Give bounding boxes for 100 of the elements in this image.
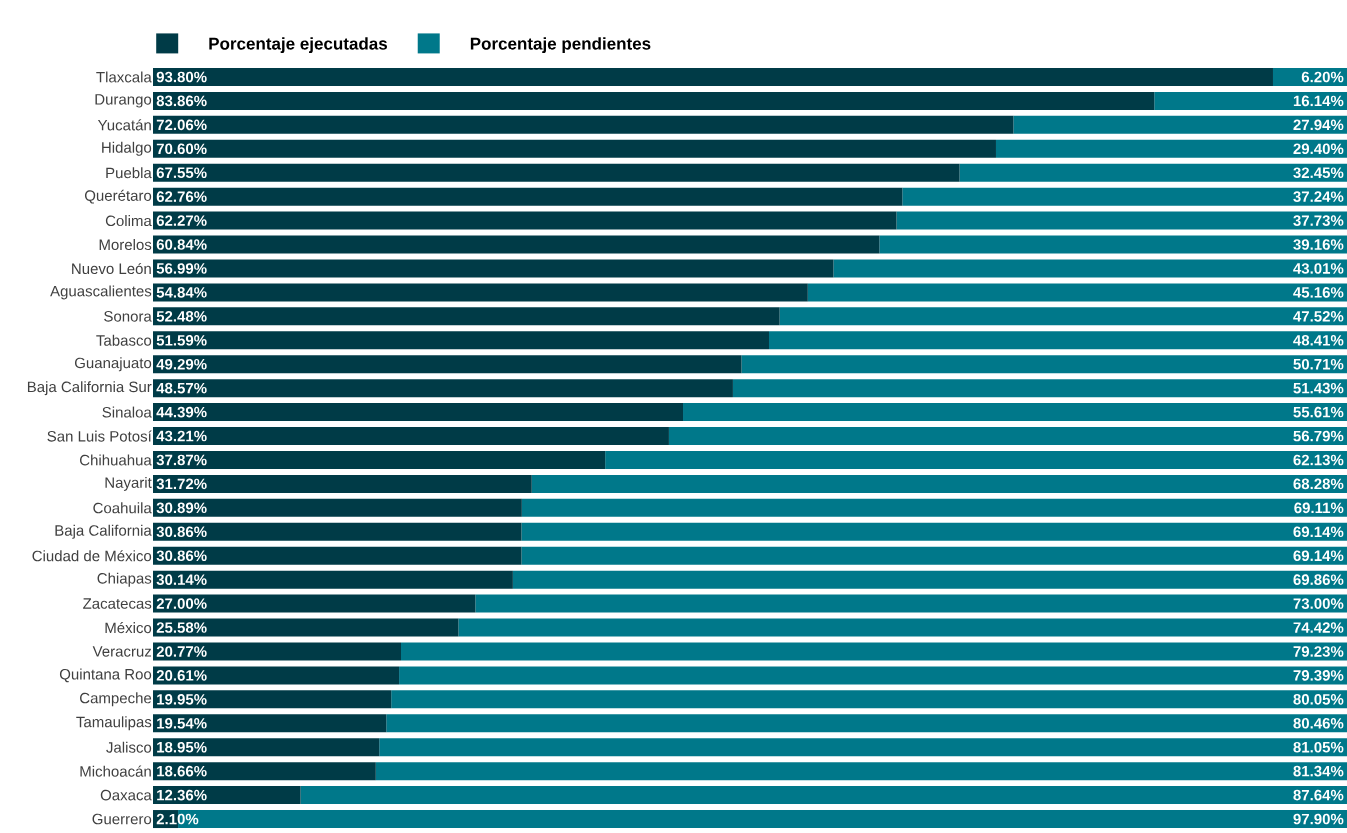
bar (153, 450, 606, 469)
data-label: 6.20% (1301, 71, 1344, 83)
y-tick-label: Querétaro (84, 189, 152, 204)
legend-label: Porcentaje ejecutadas (209, 37, 387, 54)
bar (153, 331, 769, 350)
bar (153, 738, 380, 757)
data-label: 87.64% (1293, 789, 1344, 801)
data-label: 45.16% (1293, 287, 1344, 298)
data-label: 68.28% (1293, 478, 1344, 490)
y-tick-label: Tlaxcala (96, 71, 152, 83)
bar (521, 522, 1347, 541)
data-label: 62.76% (156, 191, 207, 202)
data-label: 30.86% (156, 526, 207, 538)
bar (779, 307, 1347, 326)
bar (475, 594, 1347, 613)
bar (521, 498, 1347, 517)
data-label: 30.86% (156, 550, 207, 562)
y-tick-label: Chiapas (97, 572, 152, 587)
y-tick-label: Sonora (104, 311, 152, 322)
data-label: 69.86% (1293, 574, 1344, 585)
y-tick-label: Puebla (106, 167, 152, 179)
bar (1013, 115, 1347, 134)
y-tick-label: Coahuila (93, 502, 152, 514)
y-tick-label: Guanajuato (74, 357, 152, 372)
bar (807, 283, 1347, 302)
y-tick-label: San Luis Potosí (47, 430, 152, 442)
data-label: 73.00% (1293, 598, 1344, 609)
data-label: 79.23% (1293, 646, 1344, 657)
data-label: 69.11% (1294, 502, 1344, 514)
y-tick-label: Ciudad de México (32, 550, 152, 562)
bar (668, 427, 1347, 446)
data-label: 93.80% (156, 71, 207, 83)
bar (153, 690, 392, 709)
bar (153, 139, 996, 158)
bar (732, 379, 1347, 398)
y-tick-label: Hidalgo (102, 141, 152, 156)
bar (153, 762, 376, 781)
bar (512, 570, 1347, 589)
y-tick-label: Nuevo León (72, 262, 151, 275)
bar (896, 211, 1347, 230)
data-label: 29.40% (1293, 143, 1344, 155)
bar (153, 211, 897, 230)
y-tick-label: Quintana Roo (59, 668, 152, 683)
y-tick-label: México (105, 621, 152, 634)
y-tick-label: Baja California Sur (27, 381, 152, 396)
data-label: 74.42% (1293, 622, 1344, 633)
y-tick-label: Yucatán (97, 119, 151, 131)
y-tick-label: Tamaulipas (76, 716, 152, 731)
bar (153, 618, 459, 637)
data-label: 32.45% (1293, 167, 1344, 179)
bar (375, 762, 1347, 781)
data-label: 30.89% (156, 502, 207, 514)
data-label: 81.34% (1293, 765, 1344, 777)
data-label: 56.79% (1293, 430, 1344, 442)
data-label: 27.00% (156, 598, 207, 609)
data-label: 55.61% (1293, 406, 1344, 418)
bar (741, 355, 1347, 374)
data-label: 54.84% (156, 287, 207, 298)
bar (153, 307, 780, 326)
y-tick-label: Durango (95, 94, 152, 108)
y-tick-label: Aguascalientes (50, 285, 152, 300)
y-tick-label: Sinaloa (102, 406, 152, 418)
y-tick-label: Guerrero (92, 813, 152, 825)
bar (683, 403, 1347, 422)
data-label: 31.72% (156, 478, 207, 490)
bar (153, 666, 400, 685)
bar (391, 690, 1347, 709)
y-tick-label: Morelos (99, 239, 152, 251)
data-label: 39.16% (1293, 239, 1344, 250)
data-label: 70.60% (156, 143, 207, 155)
data-label: 2.10% (156, 813, 199, 825)
bar (153, 259, 834, 278)
bar (153, 522, 522, 541)
bar (153, 187, 903, 206)
y-tick-label: Baja California (55, 524, 152, 539)
data-label: 97.90% (1293, 813, 1344, 825)
bar (153, 642, 401, 661)
data-label: 20.61% (156, 670, 207, 681)
y-tick-label: Colima (105, 215, 152, 227)
bar (768, 331, 1347, 350)
bar (153, 594, 476, 613)
bar (959, 163, 1347, 182)
bar (531, 474, 1347, 493)
bar (153, 67, 1273, 86)
y-tick-label: Tabasco (96, 334, 152, 346)
y-tick-label: Jalisco (106, 741, 152, 753)
data-label: 69.14% (1293, 550, 1344, 562)
y-tick-label: Chihuahua (80, 454, 152, 466)
bar (521, 546, 1347, 565)
data-label: 19.95% (157, 694, 207, 705)
bar (605, 450, 1347, 469)
data-label: 80.46% (1293, 717, 1344, 729)
bar (153, 570, 513, 589)
bar (902, 187, 1347, 206)
data-label: 67.55% (156, 167, 207, 179)
data-label: 69.14% (1293, 526, 1344, 538)
bar (300, 786, 1347, 805)
bar (879, 235, 1347, 254)
data-label: 52.48% (156, 311, 207, 322)
data-label: 49.29% (156, 358, 207, 370)
